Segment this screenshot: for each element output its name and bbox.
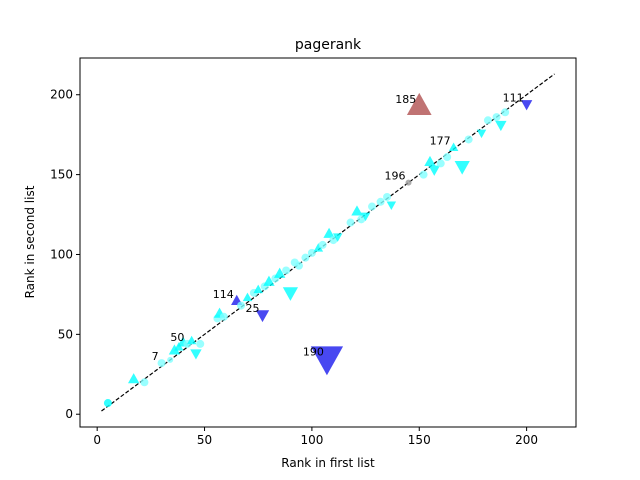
data-point <box>242 292 253 302</box>
data-point <box>332 233 343 242</box>
plot-area: 7 50 114 25 190 196 185 177 111 <box>101 73 555 412</box>
data-point <box>196 339 205 348</box>
data-point <box>406 92 432 116</box>
data-point <box>140 378 149 387</box>
chart-title: pagerank <box>295 37 362 53</box>
y-axis-label: Rank in second list <box>23 185 37 298</box>
y-tick-label: 0 <box>65 407 73 421</box>
data-point <box>492 113 501 122</box>
data-point <box>464 135 473 144</box>
data-point <box>318 240 327 249</box>
data-point <box>351 205 363 216</box>
data-point <box>168 344 181 355</box>
data-point <box>255 310 270 323</box>
point-annotation: 111 <box>503 91 524 104</box>
data-point <box>386 201 397 210</box>
y-tick-label: 200 <box>50 88 73 102</box>
data-point <box>520 100 533 111</box>
data-point <box>483 116 492 125</box>
data-point <box>186 335 197 345</box>
data-point <box>190 349 202 360</box>
data-point <box>476 129 487 139</box>
point-annotation: 114 <box>213 288 234 301</box>
data-point <box>329 236 338 245</box>
data-point <box>448 142 459 151</box>
point-annotation: 185 <box>395 93 416 106</box>
data-point <box>219 312 228 321</box>
x-tick-label: 0 <box>93 433 101 447</box>
data-point <box>428 165 440 176</box>
data-point <box>419 170 428 179</box>
data-point <box>167 356 174 363</box>
data-point <box>237 301 246 310</box>
data-point <box>368 202 377 211</box>
data-point <box>295 261 304 270</box>
y-tick-label: 150 <box>50 168 73 182</box>
data-point <box>310 346 344 376</box>
point-annotation: 7 <box>152 350 159 363</box>
point-annotation: 25 <box>246 302 260 315</box>
data-point <box>360 212 371 222</box>
data-point <box>282 266 291 275</box>
point-annotation: 50 <box>170 331 184 344</box>
point-annotation: 177 <box>430 134 451 147</box>
data-point <box>454 161 470 175</box>
data-point <box>357 215 366 224</box>
data-point <box>263 275 275 286</box>
point-annotation: 190 <box>303 345 324 358</box>
x-tick-label: 100 <box>300 433 323 447</box>
data-point <box>424 155 436 167</box>
point-annotation: 196 <box>385 170 406 183</box>
data-point <box>103 399 112 408</box>
data-point <box>273 267 286 278</box>
data-point <box>501 108 510 117</box>
x-axis-label: Rank in first list <box>281 456 375 470</box>
data-point <box>405 179 412 186</box>
data-point <box>323 227 335 238</box>
data-point <box>253 284 263 294</box>
y-tick-label: 100 <box>50 247 73 261</box>
data-point <box>127 373 140 384</box>
y-axis: 0 50 100 150 200 <box>50 88 80 421</box>
data-point <box>301 253 310 262</box>
data-point <box>157 359 166 368</box>
plot-frame <box>79 57 577 428</box>
data-point <box>376 197 385 206</box>
x-tick-label: 200 <box>515 433 538 447</box>
data-point <box>443 153 452 162</box>
data-point <box>383 192 392 201</box>
x-tick-label: 50 <box>197 433 212 447</box>
data-point <box>313 243 324 252</box>
x-tick-label: 150 <box>408 433 431 447</box>
data-point <box>495 120 507 132</box>
data-point <box>436 159 445 168</box>
data-point <box>307 248 316 257</box>
data-point <box>346 218 355 227</box>
y-tick-label: 50 <box>58 327 73 341</box>
data-point <box>282 287 299 301</box>
x-axis: 0 50 100 150 200 <box>93 427 538 447</box>
